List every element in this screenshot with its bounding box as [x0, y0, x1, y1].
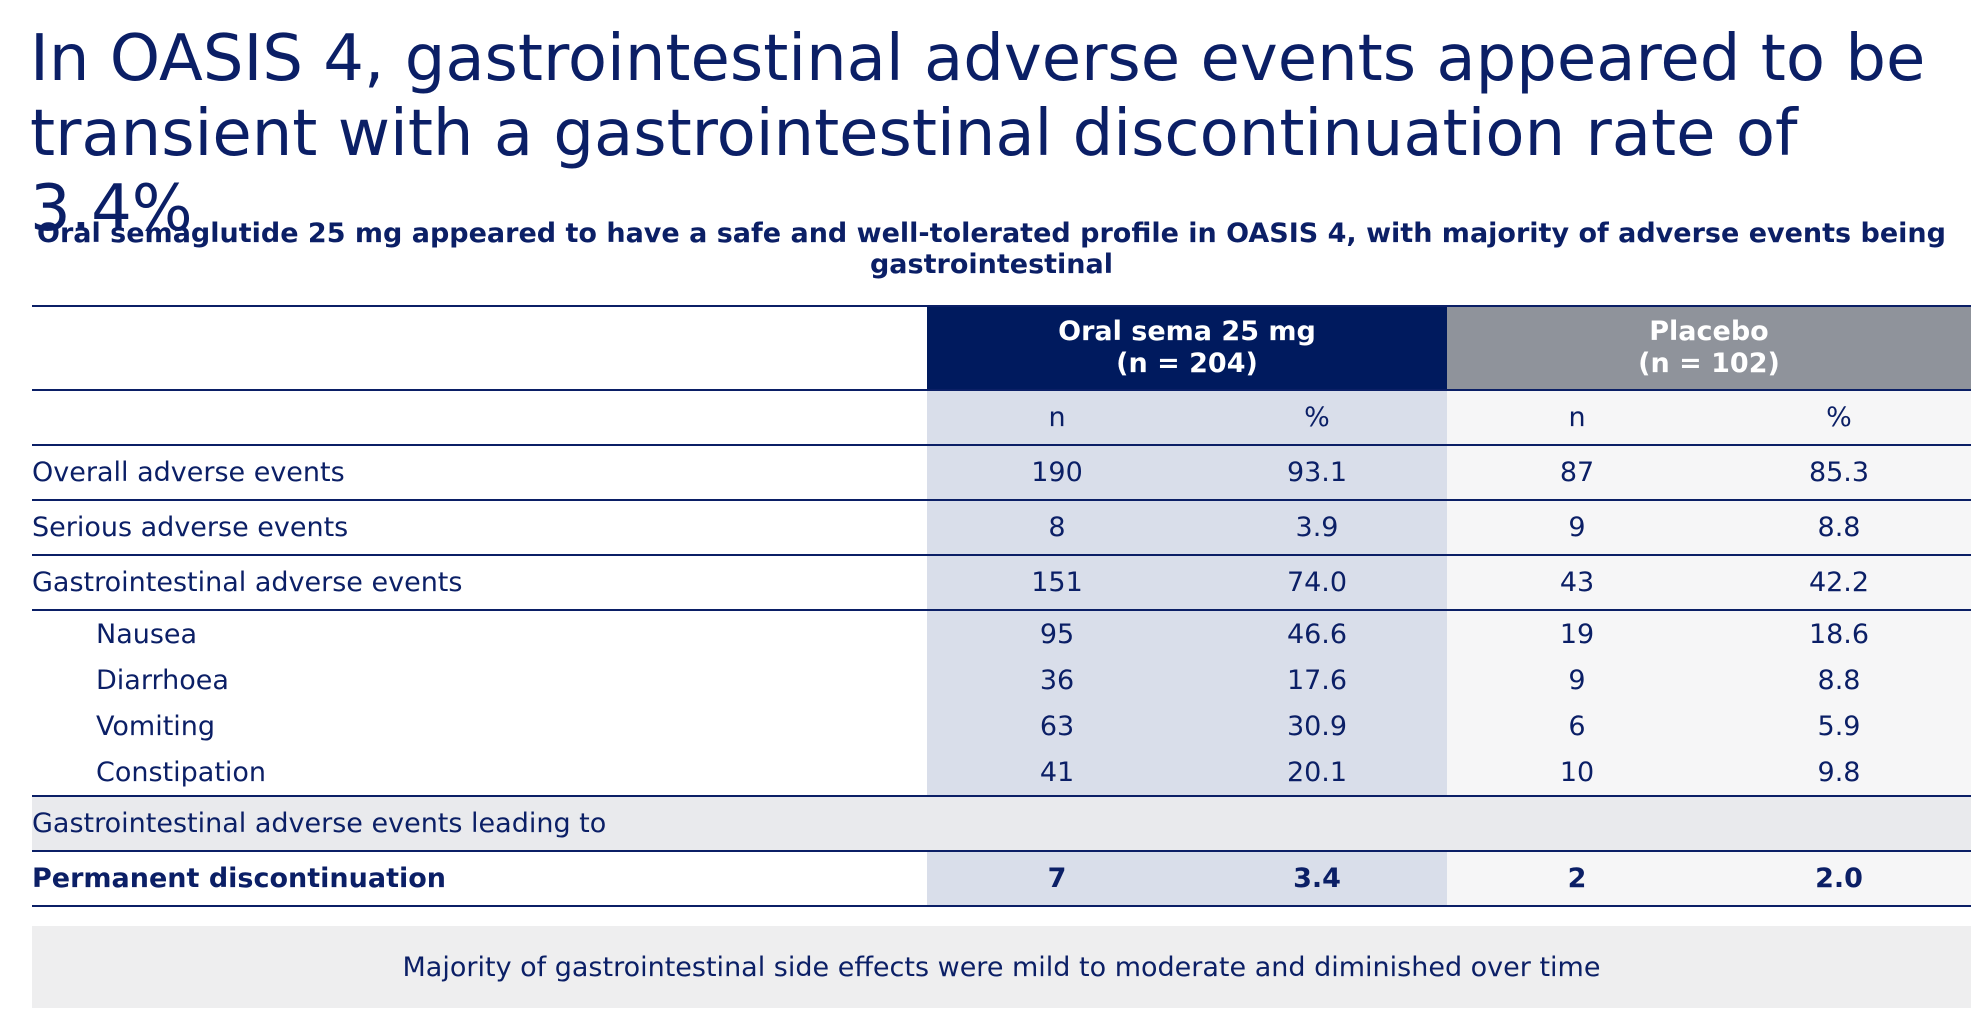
page-title: In OASIS 4, gastrointestinal adverse eve… — [30, 22, 1926, 246]
cell-value: 3.4 — [1187, 851, 1447, 907]
cell-value: 7 — [927, 851, 1187, 907]
cell-value: 19 — [1447, 609, 1707, 657]
group-n: (n = 204) — [1116, 348, 1258, 379]
row-label: Diarrhoea — [96, 664, 229, 696]
subheader-row: n % n % — [32, 390, 1971, 445]
page-subtitle: Oral semaglutide 25 mg appeared to have … — [37, 218, 1946, 280]
table-row: Diarrhoea 36 17.6 9 8.8 — [32, 657, 1971, 703]
cell-value: 43 — [1447, 555, 1707, 610]
cell-value: 9.8 — [1707, 749, 1971, 796]
cell-value: 74.0 — [1187, 555, 1447, 610]
footnote-box: Majority of gastrointestinal side effect… — [32, 926, 1971, 1008]
cell-value: 85.3 — [1707, 445, 1971, 500]
cell-value: 8 — [927, 500, 1187, 555]
table-row: Gastrointestinal adverse events 151 74.0… — [32, 555, 1971, 610]
group-name: Oral sema 25 mg — [1058, 316, 1316, 347]
cell-value: 36 — [927, 657, 1187, 703]
cell-value: 151 — [927, 555, 1187, 610]
row-label: Vomiting — [96, 710, 216, 742]
table-row: Serious adverse events 8 3.9 9 8.8 — [32, 500, 1971, 555]
row-label: Serious adverse events — [32, 512, 349, 543]
cell-value: 46.6 — [1187, 609, 1447, 657]
cell-value: 17.6 — [1187, 657, 1447, 703]
subheader-n: n — [1447, 390, 1707, 445]
cell-value: 8.8 — [1707, 500, 1971, 555]
row-label: Gastrointestinal adverse events — [32, 567, 463, 598]
subheader-blank-cell — [32, 390, 927, 445]
cell-value: 20.1 — [1187, 749, 1447, 796]
cell-value: 42.2 — [1707, 555, 1971, 610]
footnote-text: Majority of gastrointestinal side effect… — [402, 951, 1601, 983]
cell-value: 63 — [927, 703, 1187, 749]
cell-value: 30.9 — [1187, 703, 1447, 749]
cell-value: 190 — [927, 445, 1187, 500]
cell-value: 41 — [927, 749, 1187, 796]
cell-value: 2 — [1447, 851, 1707, 907]
cell-value: 95 — [927, 609, 1187, 657]
group-name: Placebo — [1649, 316, 1769, 347]
cell-value: 87 — [1447, 445, 1707, 500]
cell-value: 6 — [1447, 703, 1707, 749]
table-row: Overall adverse events 190 93.1 87 85.3 — [32, 445, 1971, 500]
row-label: Gastrointestinal adverse events leading … — [32, 796, 1971, 851]
row-label: Nausea — [32, 609, 927, 657]
cell-value: 9 — [1447, 657, 1707, 703]
header-blank-cell — [32, 305, 927, 390]
group-header-row: Oral sema 25 mg (n = 204) Placebo (n = 1… — [32, 305, 1971, 390]
cell-value: 18.6 — [1707, 609, 1971, 657]
cell-value: 10 — [1447, 749, 1707, 796]
subheader-n: n — [927, 390, 1187, 445]
row-label: Overall adverse events — [32, 457, 345, 488]
adverse-events-table: Oral sema 25 mg (n = 204) Placebo (n = 1… — [32, 305, 1971, 907]
cell-value: 3.9 — [1187, 500, 1447, 555]
table-row: Constipation 41 20.1 10 9.8 — [32, 749, 1971, 796]
cell-value: 9 — [1447, 500, 1707, 555]
cell-value: 8.8 — [1707, 657, 1971, 703]
subheader-pct: % — [1187, 390, 1447, 445]
cell-value: 93.1 — [1187, 445, 1447, 500]
row-label: Constipation — [96, 756, 267, 788]
table-row: Nausea 95 46.6 19 18.6 — [32, 609, 1971, 657]
cell-value: 5.9 — [1707, 703, 1971, 749]
group-header-placebo: Placebo (n = 102) — [1447, 305, 1971, 390]
subheader-pct: % — [1707, 390, 1971, 445]
table-row: Permanent discontinuation 7 3.4 2 2.0 — [32, 851, 1971, 907]
cell-value: 2.0 — [1707, 851, 1971, 907]
group-header-oral-sema: Oral sema 25 mg (n = 204) — [927, 305, 1447, 390]
group-n: (n = 102) — [1638, 348, 1780, 379]
row-label: Permanent discontinuation — [32, 851, 927, 907]
table-row: Gastrointestinal adverse events leading … — [32, 796, 1971, 851]
table-row: Vomiting 63 30.9 6 5.9 — [32, 703, 1971, 749]
